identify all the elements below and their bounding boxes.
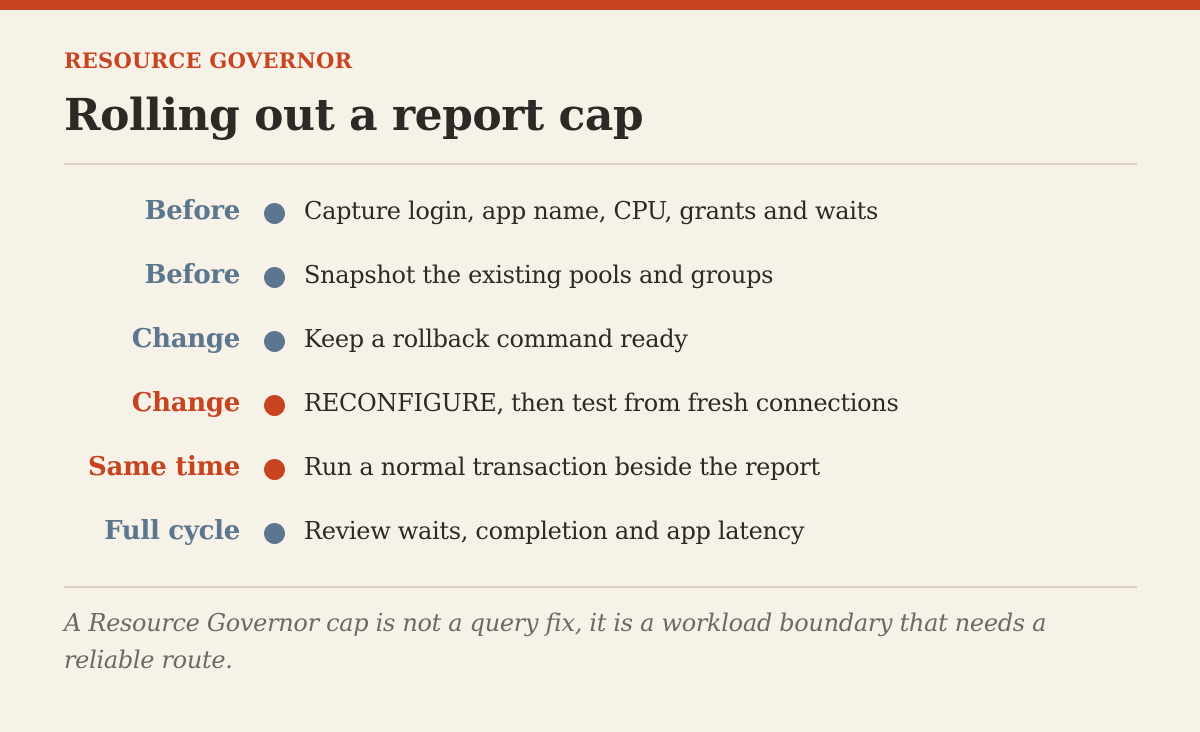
step-row: Before Snapshot the existing pools and g… [0,244,1200,308]
step-row: Full cycle Review waits, completion and … [0,500,1200,564]
step-row: Same time Run a normal transaction besid… [0,436,1200,500]
step-phase-label: Before [144,196,241,226]
top-accent-bar [0,0,1200,10]
bullet-dot-icon [264,331,285,352]
rollout-steps-list: Before Capture login, app name, CPU, gra… [0,180,1200,564]
bullet-dot-icon [264,395,285,416]
step-phase-label: Change [131,324,241,354]
step-phase-label: Before [144,260,241,290]
step-description: Snapshot the existing pools and groups [304,261,774,289]
step-phase-label: Change [131,388,241,418]
step-row: Change RECONFIGURE, then test from fresh… [0,372,1200,436]
bullet-dot-icon [264,459,285,480]
step-description: Keep a rollback command ready [304,325,688,353]
step-description: Capture login, app name, CPU, grants and… [304,197,878,225]
bullet-dot-icon [264,523,285,544]
top-divider [64,163,1137,165]
bullet-dot-icon [264,203,285,224]
step-row: Before Capture login, app name, CPU, gra… [0,180,1200,244]
bottom-divider [64,586,1137,588]
step-description: RECONFIGURE, then test from fresh connec… [304,389,899,417]
page-title: Rolling out a report cap [64,90,644,141]
step-description: Run a normal transaction beside the repo… [304,453,820,481]
step-phase-label: Same time [88,452,240,482]
step-description: Review waits, completion and app latency [304,517,805,545]
footnote: A Resource Governor cap is not a query f… [64,609,1047,674]
section-eyebrow: RESOURCE GOVERNOR [64,48,353,73]
step-phase-label: Full cycle [104,516,240,546]
bullet-dot-icon [264,267,285,288]
step-row: Change Keep a rollback command ready [0,308,1200,372]
